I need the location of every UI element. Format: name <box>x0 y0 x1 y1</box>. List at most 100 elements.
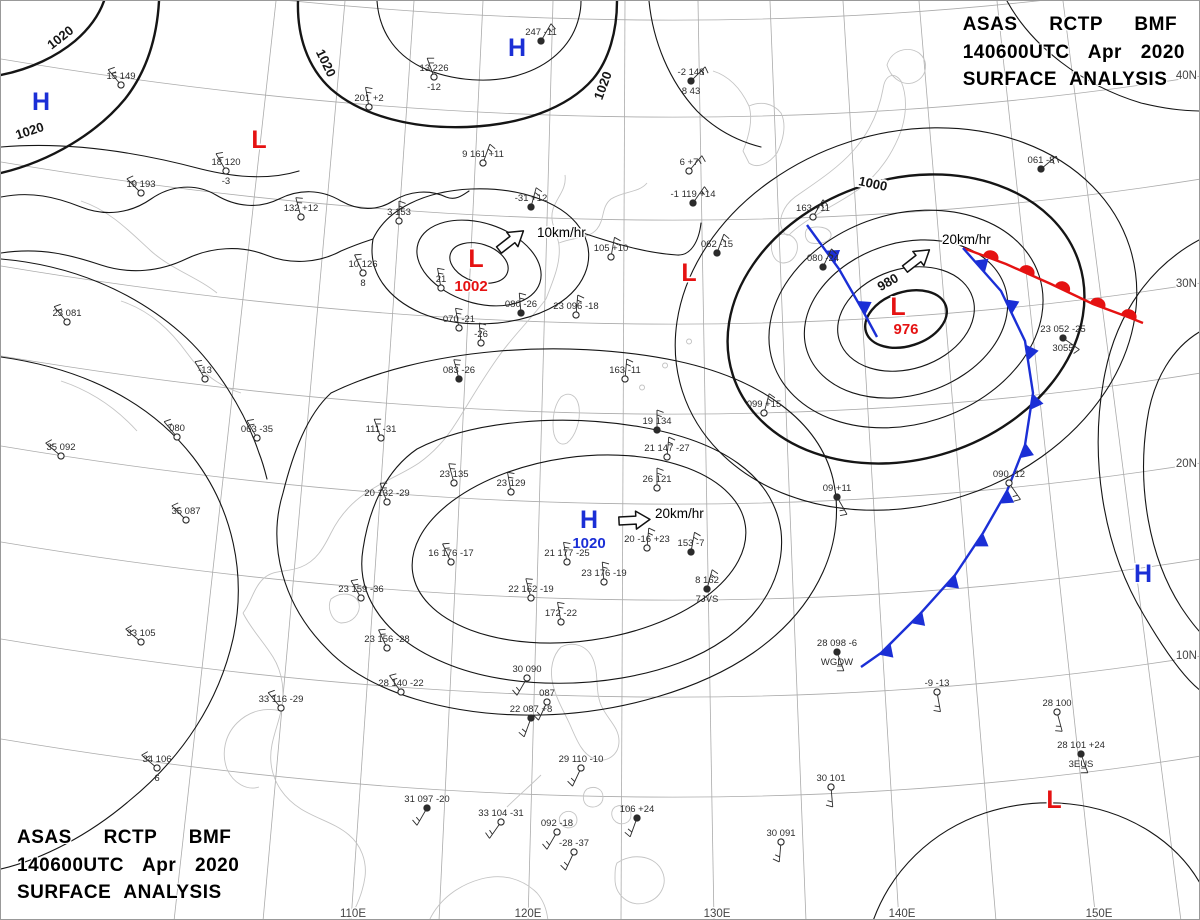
pressure-center-high: H <box>506 33 527 64</box>
wind-barb-tick <box>827 800 833 803</box>
station-plot: 20 -16 +23 <box>624 527 670 552</box>
station-plot: 201 +2 <box>354 86 384 111</box>
wind-barb-tick <box>721 238 727 243</box>
wind-barb-tick <box>479 322 487 326</box>
movement-arrow-icon <box>495 230 525 254</box>
station-values: 28 140 -22 <box>378 678 423 689</box>
isobar-line <box>1 186 470 214</box>
station-values: 23 052 -25 <box>1040 324 1085 335</box>
meridian-line <box>842 1 900 919</box>
station-plot: 31 097 -20 <box>404 794 450 826</box>
cold-front-pip <box>999 489 1015 504</box>
station-plot: 163 +11 <box>796 199 830 221</box>
station-values: 19 193 <box>126 179 155 190</box>
cold-front-pip <box>910 611 926 626</box>
station-circle <box>153 764 161 772</box>
isobar-line <box>276 348 837 716</box>
product-id: ASAS RCTP BMF <box>17 827 232 849</box>
parallel-line <box>1 638 1199 698</box>
wind-barb-tick <box>701 190 705 196</box>
movement-arrow-icon <box>901 249 931 273</box>
station-circle <box>455 324 463 332</box>
station-circle <box>1059 334 1067 342</box>
wind-barb-tick <box>627 828 633 833</box>
pressure-center-symbol: H <box>32 88 50 116</box>
wind-barb-tick <box>267 689 275 694</box>
meridian-line <box>918 1 997 919</box>
wind-barb-tick <box>648 527 656 532</box>
wind-barb-tick <box>711 569 719 575</box>
station-circle <box>1005 479 1013 487</box>
station-circle <box>517 309 525 317</box>
station-plot: 30 091 <box>766 828 796 863</box>
wind-barb-tick <box>1052 159 1055 165</box>
wind-barb-tick <box>668 436 676 441</box>
wind-barb-tick <box>602 561 610 565</box>
station-values-below: 8 43 <box>682 86 701 97</box>
wind-barb-tick <box>533 714 539 721</box>
wind-barb-tick <box>704 186 709 193</box>
coastline <box>550 643 620 761</box>
wind-barb-tick <box>145 755 151 759</box>
station-values: 9 161 +11 <box>462 149 504 160</box>
station-values: -26 <box>474 329 488 340</box>
coastline <box>780 75 906 236</box>
station-plot: 22 162 -19 <box>508 578 554 602</box>
pressure-center-high: H <box>30 87 51 118</box>
coastline <box>60 380 138 432</box>
station-values: 10 126 <box>348 259 377 270</box>
station-values: 28 101 +24 <box>1057 740 1105 751</box>
wind-barb-tick <box>125 625 132 630</box>
wind-barb-tick <box>45 439 52 444</box>
parallel-line <box>1 355 1199 415</box>
wind-barb-tick <box>704 66 709 74</box>
isobar-line <box>1 258 268 480</box>
station-circle <box>359 269 367 277</box>
warm-front <box>962 246 1144 325</box>
station-plot: 163 -11 <box>609 358 641 383</box>
wind-barb-tick <box>354 253 362 256</box>
station-plot: -9 -13 <box>925 678 949 713</box>
warm-front-pip <box>1121 309 1137 321</box>
cold-front-pip <box>857 300 872 315</box>
wind-barb-tick <box>535 187 543 193</box>
wind-barb-tick <box>534 192 540 196</box>
station-values: 22 162 -19 <box>508 584 553 595</box>
station-circle <box>833 493 841 501</box>
wind-barb-tick <box>536 711 541 716</box>
station-plot: 23 159 -36 <box>338 579 384 602</box>
wind-barb-tick <box>453 359 461 361</box>
station-plot: 3 153 <box>387 200 411 225</box>
isobar-ring <box>416 219 542 307</box>
station-plot: 30 101 <box>816 773 846 808</box>
wind-barb-tick <box>442 542 450 545</box>
wind-barb-tick <box>723 233 730 240</box>
coastline <box>429 876 549 919</box>
cold-front-pip <box>1030 393 1044 410</box>
station-plot: 28 101 +24 3EUS <box>1057 740 1105 774</box>
wind-barb-tick <box>519 292 527 296</box>
wind-barb-tick <box>1012 494 1018 498</box>
wind-barb-tick <box>626 363 632 367</box>
station-values-below: WGDW <box>821 657 853 668</box>
station-values-below: -3 <box>222 176 230 187</box>
station-values: 21 <box>436 274 447 285</box>
station-plot: 9 161 +11 <box>462 143 504 167</box>
pressure-center-high: H <box>1132 559 1153 590</box>
meridian-line <box>769 1 807 919</box>
wind-barb-tick <box>246 419 254 422</box>
wind-barb-tick <box>1055 730 1063 732</box>
station-values-below: 7JVS <box>696 594 719 605</box>
wind-barb-tick <box>438 272 444 275</box>
isobar-line <box>376 1 582 81</box>
isobar-line <box>1097 239 1199 691</box>
wind-barb-tick <box>1013 498 1021 502</box>
wind-barb-tick <box>567 780 573 787</box>
station-plot: 23 096 -18 <box>553 294 599 319</box>
station-plot: 090 -12 <box>993 469 1025 502</box>
station-values: 172 -22 <box>545 608 577 619</box>
station-plot: 153 -7 <box>678 531 704 556</box>
station-circle <box>527 714 535 722</box>
